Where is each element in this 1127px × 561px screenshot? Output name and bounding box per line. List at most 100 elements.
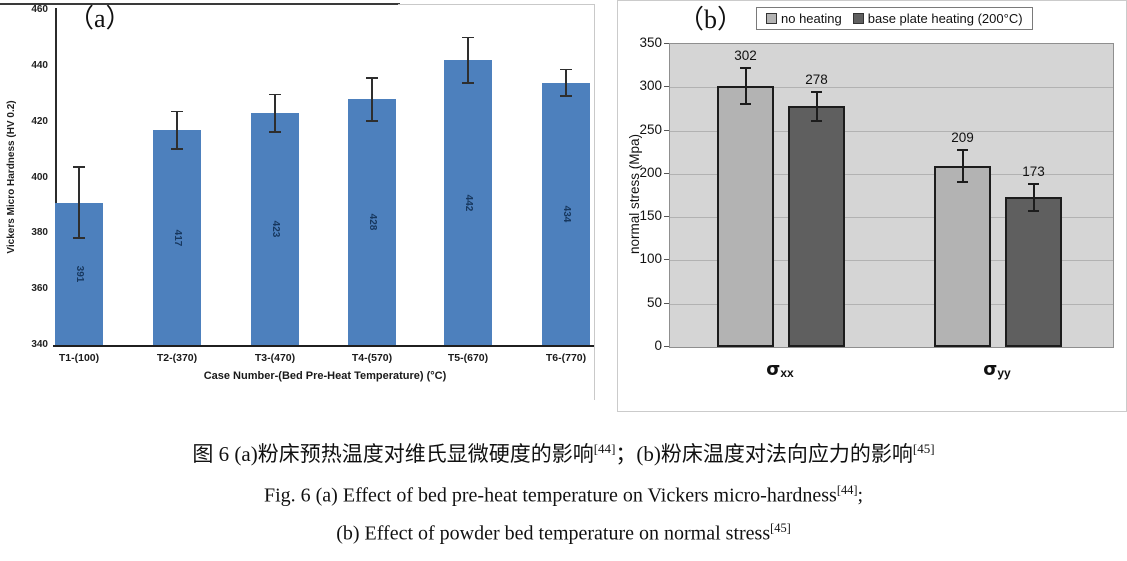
x-tick-label-a: T3-(470) (254, 352, 296, 364)
error-bar-cap-bottom (269, 131, 281, 133)
y-tick-label-a: 380 (31, 227, 48, 239)
bar-value-label: 428 (367, 213, 378, 231)
error-bar-cap-bottom (957, 181, 968, 184)
y-tick-mark (664, 346, 669, 347)
y-tick-label-a: 360 (31, 283, 48, 295)
legend-swatch-icon (766, 13, 777, 24)
error-bar-cap-bottom (73, 237, 85, 239)
bar-T3-(470) (251, 113, 299, 345)
chart-a-top-border (0, 3, 400, 5)
figure-caption: 图 6 (a)粉床预热温度对维氏显微硬度的影响[44]；(b)粉床温度对法向应力… (0, 438, 1127, 558)
legend-label: base plate heating (200°C) (867, 11, 1023, 26)
x-tick-label-a: T1-(100) (58, 352, 100, 364)
y-tick-mark (664, 86, 669, 88)
bar-value-label: 278 (805, 71, 828, 87)
chart-a-y-axis-line (55, 8, 57, 346)
error-bar-cap-bottom (171, 148, 183, 150)
y-tick-label-b: 300 (639, 78, 662, 94)
caption-zh-text-2: ；(b)粉床温度对法向应力的影响 (615, 442, 913, 466)
gridline (670, 87, 1113, 89)
error-bar-line (744, 66, 747, 105)
gridline (670, 303, 1113, 305)
bar-value-label: 209 (951, 129, 974, 145)
y-tick-mark (664, 172, 669, 174)
error-bar-cap-top (171, 110, 183, 112)
bar-value-label: 173 (1022, 163, 1045, 179)
bar-T2-(370) (153, 130, 201, 345)
gridline (670, 260, 1113, 262)
x-tick-label-a: T6-(770) (545, 352, 587, 364)
chart-a-x-axis-line (53, 345, 594, 347)
error-bar-line (371, 77, 373, 122)
y-tick-label-b: 50 (646, 294, 662, 310)
bar-T4-(570) (348, 99, 396, 345)
error-bar-line (274, 93, 276, 133)
sigma-symbol: σ (983, 359, 998, 380)
sigma-symbol: σ (766, 359, 781, 380)
bar-value-label: 442 (463, 194, 474, 211)
error-bar-cap-top (462, 36, 474, 39)
error-bar-cap-top (560, 68, 572, 71)
chart-a-top-border-faint (398, 4, 594, 5)
legend-swatch-icon (852, 13, 864, 24)
y-tick-label-a: 340 (31, 339, 48, 350)
error-bar-cap-bottom (560, 95, 572, 97)
bar-σxx-no heating (717, 85, 774, 347)
gridline (670, 173, 1113, 175)
caption-zh-text-1: 图 6 (a)粉床预热温度对维氏显微硬度的影响 (192, 442, 594, 466)
legend-item: no heating (766, 11, 842, 26)
sigma-subscript: yy (997, 366, 1011, 380)
error-bar-cap-bottom (811, 119, 822, 122)
error-bar-line (961, 148, 964, 184)
y-tick-mark (664, 129, 669, 131)
error-bar-line (176, 110, 178, 150)
bar-T6-(770) (542, 82, 590, 345)
y-tick-label-b: 0 (654, 338, 662, 353)
caption-en1-ref-44: [44] (836, 483, 858, 497)
bar-value-label: 391 (74, 265, 85, 283)
bar-σyy-no heating (934, 166, 991, 347)
error-bar-cap-top (740, 66, 751, 69)
chart-b-y-axis-title: normal stress (Mpa) (627, 133, 642, 255)
panel-a-label: （a） (68, 4, 132, 33)
chart-b: （b） no heating base plate heating (200°C)… (617, 0, 1127, 412)
bar-value-label: 423 (270, 220, 281, 238)
y-tick-label-a: 460 (31, 4, 48, 15)
x-category-label: σxx (740, 359, 820, 380)
caption-chinese: 图 6 (a)粉床预热温度对维氏显微硬度的影响[44]；(b)粉床温度对法向应力… (0, 438, 1127, 468)
y-tick-label-a: 400 (31, 171, 48, 183)
error-bar-cap-bottom (1028, 209, 1039, 212)
bar-value-label: 417 (172, 229, 183, 246)
x-tick-label-a: T4-(570) (351, 352, 393, 364)
caption-en2-text: (b) Effect of powder bed temperature on … (336, 522, 771, 545)
caption-zh-ref-44: [44] (593, 441, 616, 456)
legend-label: no heating (781, 11, 842, 26)
gridline (670, 217, 1113, 219)
error-bar-line (78, 166, 80, 239)
bar-σyy-base plate heating (200°C) (1005, 197, 1062, 347)
caption-en1-semicolon: ; (857, 484, 864, 507)
chart-a: （a） Vickers Micro Hardness (HV 0.2) Case… (0, 0, 600, 432)
caption-english-line-1: Fig. 6 (a) Effect of bed pre-heat temper… (0, 483, 1127, 508)
y-tick-mark (664, 302, 669, 304)
panel-b-label: （b） (678, 5, 744, 34)
y-tick-mark (664, 259, 669, 261)
x-category-label: σyy (957, 359, 1037, 380)
error-bar-cap-top (1028, 182, 1039, 185)
chart-a-y-axis-title: Vickers Micro Hardness (HV 0.2) (6, 100, 17, 254)
y-tick-label-b: 250 (639, 121, 662, 137)
error-bar-cap-top (811, 90, 822, 93)
error-bar-cap-top (957, 148, 968, 151)
error-bar-cap-top (269, 93, 281, 96)
y-tick-label-a: 420 (31, 115, 48, 127)
error-bar-line (467, 36, 469, 84)
x-tick-label-a: T5-(670) (447, 352, 489, 364)
y-tick-label-b: 350 (639, 35, 662, 50)
bar-σxx-base plate heating (200°C) (788, 106, 845, 347)
caption-en2-ref-45: [45] (770, 520, 791, 535)
caption-en1-text: Fig. 6 (a) Effect of bed pre-heat temper… (263, 484, 837, 507)
chart-b-legend: no heating base plate heating (200°C) (756, 7, 1033, 30)
y-tick-label-b: 150 (639, 208, 662, 224)
chart-a-x-axis-title: Case Number-(Bed Pre-Heat Temperature) (… (203, 370, 447, 382)
